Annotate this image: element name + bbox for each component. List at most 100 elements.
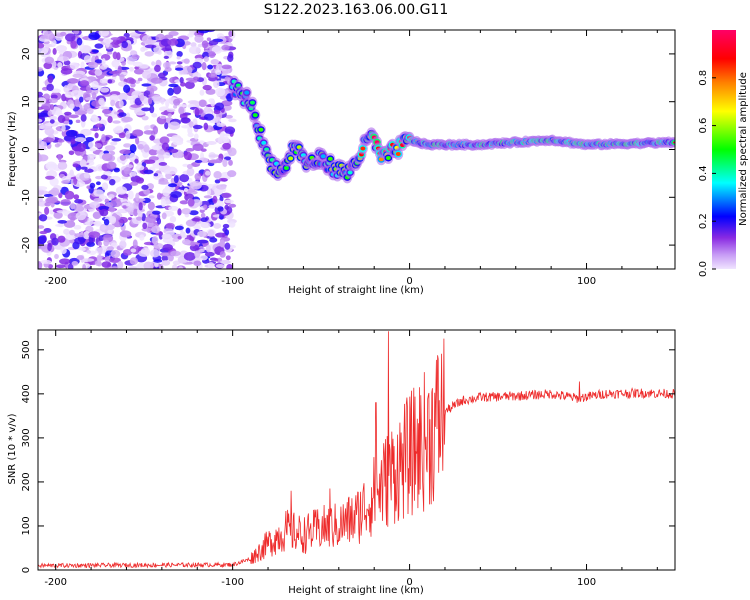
heatmap-cell: [67, 78, 79, 84]
heatmap-cell: [135, 136, 140, 145]
heatmap-cell: [67, 83, 75, 89]
heatmap-cell: [57, 154, 62, 161]
heatmap-cell: [187, 132, 194, 138]
heatmap-cell: [193, 133, 199, 140]
heatmap-cell: [60, 199, 72, 206]
heatmap-cell: [203, 195, 213, 199]
heatmap-cell: [165, 99, 170, 108]
heatmap-cell: [198, 249, 205, 253]
heatmap-cell: [140, 47, 146, 52]
heatmap-cell: [215, 116, 221, 125]
heatmap-cell: [41, 102, 52, 110]
heatmap-cell: [40, 259, 52, 264]
heatmap-cell: [92, 211, 102, 220]
heatmap-cell: [168, 61, 177, 65]
heatmap-cell: [101, 134, 106, 143]
heatmap-cell: [180, 117, 191, 124]
heatmap-cell: [152, 210, 161, 215]
heatmap-cell: [99, 78, 108, 84]
heatmap-cell: [73, 224, 82, 230]
heatmap-cell: [188, 121, 194, 128]
heatmap-cell: [88, 231, 101, 238]
heatmap-cell: [129, 257, 139, 265]
heatmap-cell: [197, 43, 203, 48]
heatmap-cell: [129, 152, 136, 161]
y-tick-label: -20: [21, 237, 32, 253]
heatmap-cell: [73, 194, 80, 200]
heatmap-cell: [159, 252, 171, 257]
heatmap-cell: [204, 251, 215, 257]
heatmap-cell: [170, 250, 181, 257]
heatmap-cell: [191, 217, 201, 222]
heatmap-cell: [69, 229, 75, 236]
heatmap-cell: [39, 230, 48, 235]
heatmap-cell: [74, 98, 81, 108]
heatmap-cell: [222, 142, 231, 150]
heatmap-cell: [160, 198, 167, 208]
heatmap-cell: [197, 230, 208, 238]
heatmap-cell: [51, 237, 59, 246]
heatmap-cell: [198, 109, 203, 114]
heatmap-cell: [118, 216, 128, 224]
heatmap-cell: [79, 159, 87, 166]
heatmap-cell: [119, 240, 127, 249]
heatmap-cell: [111, 138, 122, 142]
x-tick-label: -200: [44, 276, 67, 287]
x-tick-label: 0: [406, 577, 412, 588]
heatmap-cell: [50, 187, 60, 197]
heatmap-cell: [74, 233, 85, 238]
heatmap-cell: [200, 217, 208, 223]
heatmap-cell: [172, 238, 180, 242]
heatmap-cell: [129, 143, 137, 153]
heatmap-cell: [43, 62, 53, 70]
heatmap-cell: [117, 260, 124, 269]
heatmap-cell: [181, 124, 192, 129]
heatmap-cell: [73, 203, 85, 212]
heatmap-cell: [184, 81, 195, 90]
heatmap-cell: [38, 118, 43, 123]
heatmap-cell: [347, 170, 353, 175]
heatmap-cell: [147, 222, 155, 228]
heatmap-cell: [174, 225, 184, 231]
heatmap-cell: [208, 51, 216, 59]
heatmap-cell: [137, 30, 150, 33]
heatmap-cell: [127, 217, 132, 221]
heatmap-cell: [101, 182, 109, 191]
heatmap-cell: [89, 201, 101, 209]
heatmap-cell: [49, 177, 59, 187]
heatmap-cell: [63, 56, 68, 62]
heatmap-cell: [201, 62, 207, 71]
heatmap-cell: [123, 84, 131, 93]
x-tick-label: -200: [44, 577, 67, 588]
heatmap-cell: [133, 91, 143, 96]
heatmap-cell: [107, 194, 115, 199]
heatmap-cell: [162, 187, 171, 197]
heatmap-cell: [99, 209, 109, 217]
heatmap-cell: [217, 137, 223, 144]
heatmap-cell: [119, 154, 127, 161]
heatmap-cell: [165, 230, 175, 236]
heatmap-cell: [176, 50, 183, 58]
heatmap-cell: [164, 34, 174, 39]
heatmap-cell: [48, 97, 58, 104]
heatmap-cell: [141, 115, 149, 121]
heatmap-cell: [107, 246, 114, 251]
colorbar-tick-label: 0.8: [698, 70, 709, 86]
heatmap-cell: [151, 225, 161, 234]
heatmap-cell: [219, 131, 225, 139]
heatmap-cell: [127, 266, 140, 269]
heatmap-cell: [188, 79, 198, 83]
colorbar-tick-label: 0.2: [698, 213, 709, 229]
snr-plot-area: [38, 330, 675, 570]
heatmap-cell: [103, 239, 110, 247]
heatmap-cell: [110, 266, 119, 269]
heatmap-cell: [112, 120, 121, 124]
heatmap-cell: [224, 126, 236, 135]
heatmap-cell: [213, 109, 221, 115]
heatmap-cell: [177, 208, 182, 216]
heatmap-cell: [110, 39, 122, 48]
heatmap-cell: [142, 197, 151, 204]
heatmap-cell: [76, 37, 83, 46]
heatmap-cell: [207, 262, 215, 269]
heatmap-cell: [137, 77, 143, 82]
